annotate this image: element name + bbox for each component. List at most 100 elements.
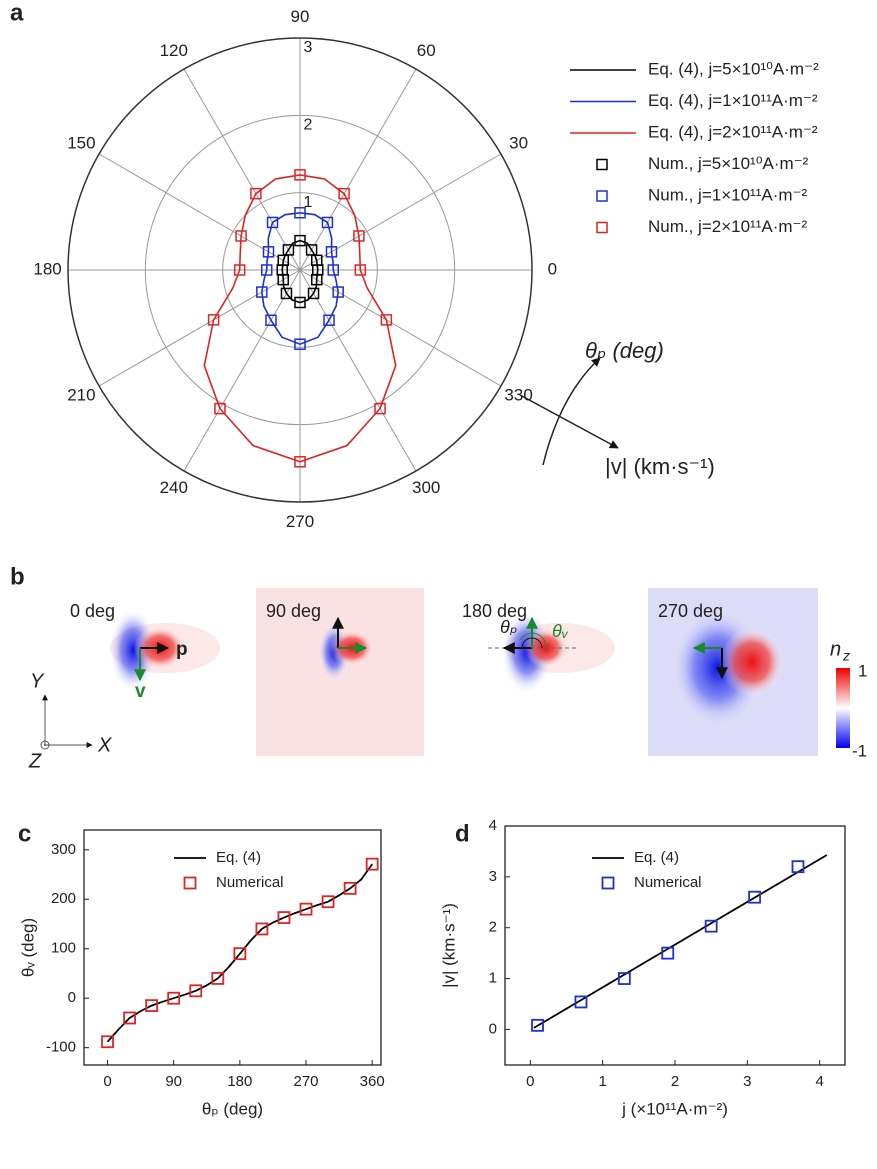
data-marker <box>365 857 379 871</box>
frame-label: 90 deg <box>266 601 321 621</box>
data-marker <box>280 287 293 300</box>
y-axis-label: θᵥ (deg) <box>18 918 37 977</box>
data-marker <box>791 860 805 874</box>
angle-tick-label: 300 <box>412 478 440 497</box>
y-tick-label: 4 <box>489 817 497 834</box>
frame-label: 270 deg <box>658 601 723 621</box>
legend-marker <box>596 221 608 234</box>
data-marker <box>323 314 335 326</box>
data-marker <box>235 230 247 242</box>
data-marker <box>354 264 367 276</box>
grid-circle <box>67 37 533 503</box>
r-tick-label: 3 <box>304 39 313 56</box>
data-marker <box>255 922 269 936</box>
data-marker <box>305 244 318 256</box>
x-tick-label: 1 <box>598 1073 606 1090</box>
legend-label: Eq. (4), j=5×10¹⁰A·m⁻² <box>648 59 819 78</box>
grid-line <box>299 269 417 472</box>
legend-label: Num., j=2×10¹¹A·m⁻² <box>648 217 808 236</box>
angle-tick-label: 270 <box>286 512 314 531</box>
data-marker <box>233 264 246 276</box>
x-tick-label: 360 <box>360 1073 385 1090</box>
angle-tick-label: 30 <box>509 133 528 152</box>
legend-marker <box>596 158 608 171</box>
vector-label: p <box>176 639 188 660</box>
angle-tick-label: 90 <box>291 7 310 26</box>
legend-label: Num., j=5×10¹⁰A·m⁻² <box>648 154 809 173</box>
data-marker <box>748 890 761 904</box>
map-frame <box>648 588 818 756</box>
legend-marker <box>183 876 197 890</box>
data-marker <box>101 1035 114 1049</box>
frame-label: 0 deg <box>70 601 115 621</box>
data-marker <box>294 169 306 181</box>
annotation: |v| (km·s⁻¹) <box>605 454 715 479</box>
colorbar <box>836 668 850 748</box>
data-marker <box>145 999 159 1013</box>
data-marker <box>294 456 306 468</box>
data-marker <box>299 902 313 916</box>
x-tick-label: 3 <box>743 1073 751 1090</box>
x-tick-label: 90 <box>165 1073 182 1090</box>
axis-label: Z <box>28 750 42 772</box>
axis-label: X <box>97 734 112 756</box>
angle-tick-label: 60 <box>417 41 436 60</box>
data-marker <box>374 402 386 415</box>
data-line <box>203 174 397 463</box>
data-marker <box>262 246 275 258</box>
data-marker <box>574 995 588 1009</box>
data-marker <box>266 216 279 229</box>
data-marker <box>332 286 344 298</box>
legend-label: Numerical <box>216 874 284 891</box>
data-marker <box>343 881 357 895</box>
data-marker <box>260 264 273 276</box>
grid-line <box>98 269 301 387</box>
vector-arrows <box>134 616 728 682</box>
data-marker <box>214 402 226 415</box>
angle-tick-label: 240 <box>160 478 188 497</box>
legend-label: Eq. (4) <box>634 849 679 866</box>
angle-label: θᵥ <box>552 621 569 641</box>
colorbar-title: n <box>830 638 841 660</box>
data-marker <box>256 286 268 298</box>
data-marker <box>661 946 675 960</box>
legend-marker <box>596 190 608 202</box>
grid-line <box>299 269 502 387</box>
data-marker <box>531 1018 544 1032</box>
x-tick-label: 180 <box>227 1073 252 1090</box>
data-marker <box>277 911 291 924</box>
y-tick-label: 200 <box>51 890 76 907</box>
r-tick-label: 2 <box>304 117 313 134</box>
y-tick-label: 0 <box>68 989 76 1006</box>
grid-line <box>183 269 301 472</box>
data-marker <box>327 264 340 276</box>
data-marker <box>207 314 220 326</box>
grid-line <box>98 153 301 271</box>
data-marker <box>321 216 334 229</box>
y-axis-label: |v| (km·s⁻¹) <box>439 903 458 988</box>
data-marker <box>123 1011 136 1025</box>
data-marker <box>617 972 631 985</box>
data-marker <box>704 919 718 933</box>
panel-label: d <box>455 820 470 847</box>
frame-label: 180 deg <box>462 601 527 621</box>
data-marker <box>250 187 262 200</box>
grid-line <box>183 68 301 271</box>
data-marker <box>338 187 350 200</box>
data-marker <box>277 273 290 286</box>
x-tick-label: 270 <box>293 1073 318 1090</box>
x-tick-label: 4 <box>816 1073 824 1090</box>
r-tick-label: 1 <box>304 194 313 211</box>
data-marker <box>321 895 335 909</box>
colorbar-label: -1 <box>852 741 867 760</box>
grid-line <box>299 68 417 271</box>
data-line <box>260 211 340 346</box>
y-tick-label: 0 <box>489 1020 497 1037</box>
colorbar-label: 1 <box>858 661 867 680</box>
plot-frame <box>83 829 382 1066</box>
data-marker <box>310 273 323 286</box>
y-tick-label: 300 <box>51 841 76 858</box>
grid-line <box>299 153 502 271</box>
y-tick-label: 1 <box>489 970 497 987</box>
